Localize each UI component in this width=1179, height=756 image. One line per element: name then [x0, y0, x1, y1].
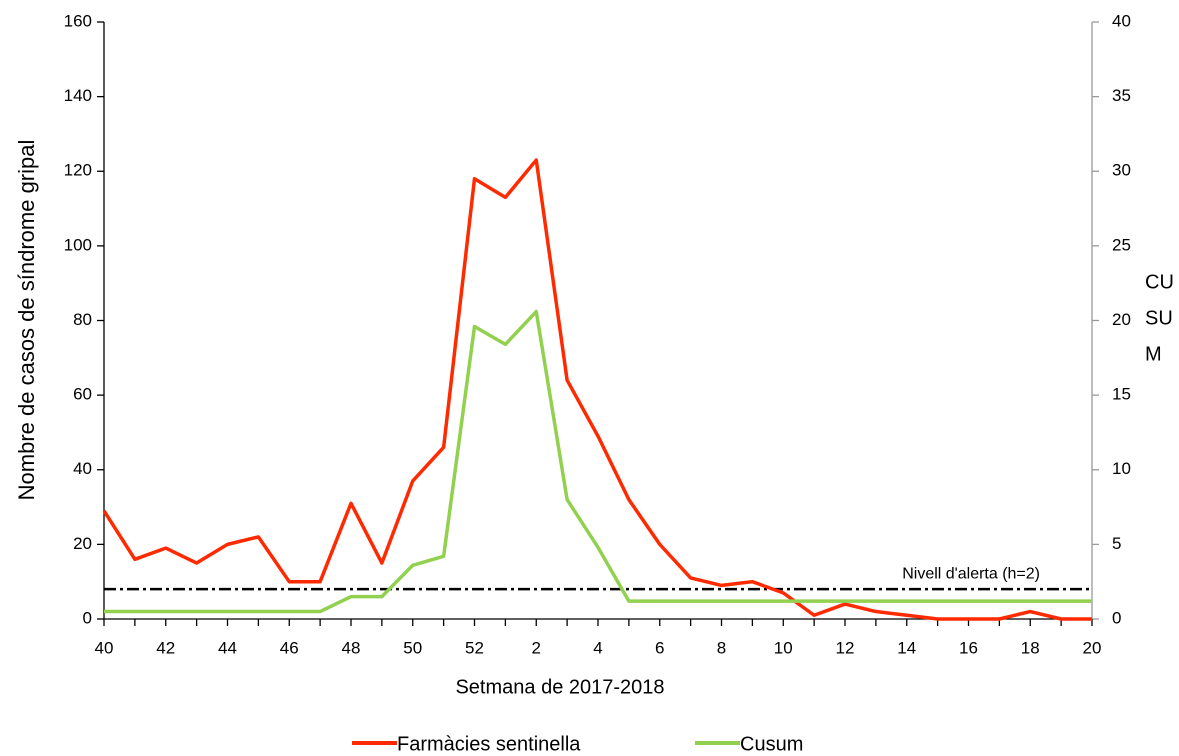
- y-tick-label: 100: [64, 235, 92, 254]
- y-tick-label: 0: [83, 608, 92, 627]
- x-axis-label: Setmana de 2017-2018: [455, 676, 664, 698]
- y-tick-label: 60: [73, 385, 92, 404]
- x-tick-label: 40: [95, 638, 114, 657]
- y2-tick-label: 5: [1112, 534, 1121, 553]
- y-tick-label: 40: [73, 459, 92, 478]
- x-tick-label: 4: [593, 638, 602, 657]
- y2-axis-label: CU: [1145, 271, 1174, 293]
- y-tick-label: 120: [64, 161, 92, 180]
- y-tick-label: 160: [64, 11, 92, 30]
- x-tick-label: 16: [959, 638, 978, 657]
- x-tick-label: 18: [1021, 638, 1040, 657]
- x-tick-label: 52: [465, 638, 484, 657]
- x-tick-label: 20: [1083, 638, 1102, 657]
- y2-tick-label: 10: [1112, 459, 1131, 478]
- legend-label: Cusum: [740, 733, 803, 755]
- x-tick-label: 44: [218, 638, 237, 657]
- y2-tick-label: 30: [1112, 161, 1131, 180]
- y2-axis-label: M: [1145, 343, 1162, 365]
- x-tick-label: 48: [342, 638, 361, 657]
- alert-label: Nivell d'alerta (h=2): [902, 565, 1040, 582]
- y-tick-label: 20: [73, 534, 92, 553]
- x-tick-label: 46: [280, 638, 299, 657]
- y2-tick-label: 0: [1112, 608, 1121, 627]
- x-tick-label: 12: [836, 638, 855, 657]
- x-tick-label: 42: [156, 638, 175, 657]
- x-tick-label: 50: [403, 638, 422, 657]
- y2-tick-label: 15: [1112, 385, 1131, 404]
- x-tick-label: 2: [532, 638, 541, 657]
- y-axis-label: Nombre de casos de síndrome gripal: [14, 140, 39, 501]
- legend-label: Farmàcies sentinella: [397, 733, 581, 755]
- y2-tick-label: 20: [1112, 310, 1131, 329]
- y-tick-label: 140: [64, 86, 92, 105]
- x-tick-label: 6: [655, 638, 664, 657]
- x-tick-label: 14: [897, 638, 916, 657]
- y2-tick-label: 25: [1112, 235, 1131, 254]
- x-tick-label: 10: [774, 638, 793, 657]
- series-line: [102, 158, 1092, 621]
- series-line: [104, 309, 1092, 614]
- x-tick-label: 8: [717, 638, 726, 657]
- y-tick-label: 80: [73, 310, 92, 329]
- y2-axis-label: SU: [1145, 307, 1173, 329]
- y2-tick-label: 40: [1112, 11, 1131, 30]
- y2-tick-label: 35: [1112, 86, 1131, 105]
